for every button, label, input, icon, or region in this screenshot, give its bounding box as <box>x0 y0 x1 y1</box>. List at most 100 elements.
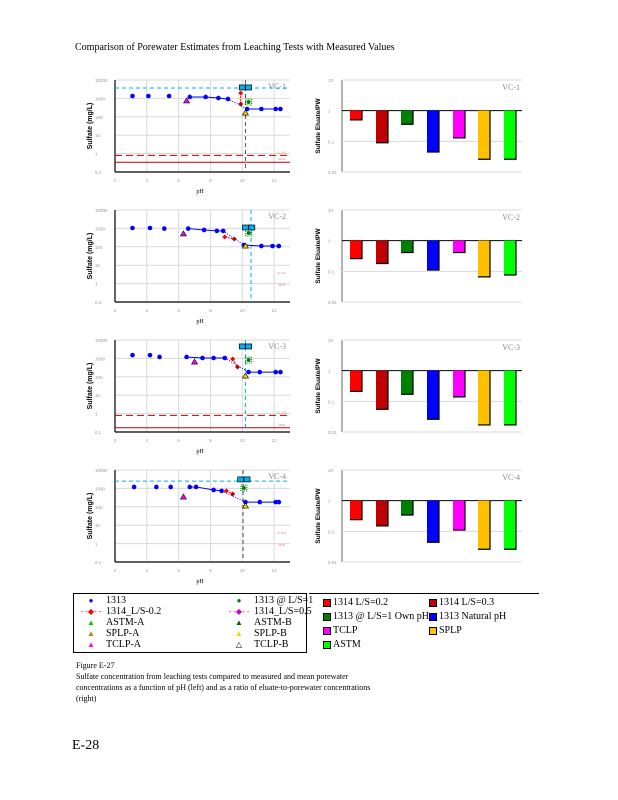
y-tick-label: 100 <box>95 115 103 120</box>
legend-label: TCLP <box>333 625 358 636</box>
data-point-1313-ls1 <box>246 357 251 362</box>
mdl-label: MDL <box>278 157 286 161</box>
y-tick-label: 0.01 <box>328 300 337 305</box>
legend-item: ● 1313 @ L/S=1 <box>224 596 314 606</box>
x-tick-label: 12 <box>272 438 278 443</box>
data-point-1313 <box>257 369 263 375</box>
legend-item: 1313 Natural pH <box>429 612 506 622</box>
y-tick-label: 0.1 <box>328 399 335 404</box>
data-point-1313 <box>187 94 193 100</box>
bar-shadow <box>453 370 466 398</box>
data-point-1313 <box>201 227 207 233</box>
y-tick-label: 10000 <box>95 468 108 473</box>
y-tick-label: 10 <box>95 133 101 138</box>
legend-label: SPLP <box>439 625 462 636</box>
x-tick-label: 4 <box>146 568 149 573</box>
page-number: E-28 <box>72 738 100 753</box>
bar-1313-natural-ph <box>427 240 439 271</box>
bar-shadow <box>427 500 440 543</box>
x-tick-label: 8 <box>209 438 212 443</box>
series-line-1313 <box>189 486 222 492</box>
data-point-1313 <box>130 352 135 358</box>
series-line-1313 <box>227 98 248 110</box>
y-tick-label: 10 <box>328 338 334 343</box>
y-axis-label: Sulfate Eluate/PW <box>315 488 322 544</box>
legend-swatch <box>323 640 331 649</box>
bar-splp <box>478 370 490 425</box>
data-point-1314 <box>230 356 236 362</box>
bar-shadow <box>504 370 517 426</box>
bar-shadow <box>504 500 517 550</box>
bar-shadow <box>453 110 466 139</box>
y-tick-label: 0.1 <box>328 139 335 144</box>
data-point-1313 <box>273 106 278 112</box>
data-point-1313 <box>203 94 208 100</box>
x-axis-label: pH <box>196 319 204 325</box>
bar-tclp <box>453 370 465 397</box>
bar-shadow <box>350 500 363 521</box>
series-line-1313 <box>186 356 225 359</box>
caption-text: Sulfate concentration from leaching test… <box>76 672 371 703</box>
legend-marker-icon: ● <box>88 596 94 605</box>
x-tick-label: 6 <box>177 438 180 443</box>
y-tick-label: 1 <box>95 152 98 157</box>
loq-label: LLOQ <box>277 410 287 414</box>
x-tick-label: 2 <box>114 438 117 443</box>
bar-1314-l-s-0-3 <box>376 240 388 264</box>
x-axis-label: pH <box>196 449 204 455</box>
y-tick-label: 0.1 <box>95 560 102 565</box>
legend-swatch <box>323 626 331 635</box>
legend-label: 1314_L/S=0.5 <box>254 606 312 617</box>
data-point-1313-ls1 <box>241 486 246 491</box>
figure-caption: Figure E-27 Sulfate concentration from l… <box>76 660 376 704</box>
series-line-1313 <box>188 228 224 232</box>
y-tick-label: 1 <box>328 369 331 374</box>
bar-1313-l-s-1-own-ph <box>401 110 413 125</box>
legend-label: TCLP-B <box>254 639 289 650</box>
y-axis-label: Sulfate (mg/L) <box>87 103 94 150</box>
data-point-1313 <box>244 106 250 112</box>
bar-shadow <box>401 110 414 125</box>
data-point-1313 <box>193 484 199 490</box>
bar-1314-l-s-0-2 <box>350 370 362 392</box>
legend-item: 1314 L/S=0.3 <box>429 598 494 608</box>
data-point-1313 <box>222 355 228 361</box>
bar-1313-natural-ph <box>427 500 439 543</box>
legend-left: ● 1313 ● 1313 @ L/S=1- -◆- -1314_L/S-0.2- -… <box>73 593 313 653</box>
y-tick-label: 1000 <box>95 226 106 231</box>
x-tick-label: 12 <box>272 308 278 313</box>
data-point-1314 <box>222 234 228 240</box>
data-point-1313 <box>211 487 216 493</box>
data-point-1313 <box>216 95 221 101</box>
data-point-1314 <box>235 364 240 370</box>
y-axis-label: Sulfate (mg/L) <box>87 363 94 410</box>
loq-label: LLOQ <box>277 531 287 535</box>
legend-item: - -◆- - 1314_L/S=0.5 <box>224 607 312 617</box>
legend-label: ASTM-A <box>106 617 145 628</box>
data-point-1313 <box>278 369 283 375</box>
data-point-1314 <box>238 90 244 96</box>
panel-label: VC-3 <box>268 342 286 351</box>
bar-1314-l-s-0-3 <box>376 110 388 143</box>
page-title: Comparison of Porewater Estimates from L… <box>75 42 395 53</box>
legend-marker-icon: - -◆- - <box>228 607 250 616</box>
bar-tclp <box>453 110 465 138</box>
x-tick-label: 10 <box>240 308 246 313</box>
x-tick-label: 2 <box>114 308 117 313</box>
bar-shadow <box>504 110 517 160</box>
data-point-1313 <box>259 243 264 249</box>
mdl-label: MDL <box>278 543 286 547</box>
bar-splp <box>478 240 490 277</box>
bar-shadow <box>453 240 466 254</box>
y-tick-label: 100 <box>95 375 103 380</box>
data-point-1314 <box>223 488 229 494</box>
y-tick-label: 1 <box>328 239 331 244</box>
y-tick-label: 1000 <box>95 486 106 491</box>
bar-1313-natural-ph <box>427 110 439 152</box>
legend-item: △ TCLP-B <box>224 639 289 650</box>
bar-shadow <box>350 370 363 393</box>
data-point-splp-b <box>241 242 249 249</box>
legend-item: ▲ ASTM-B <box>224 618 292 628</box>
y-tick-label: 10 <box>95 393 101 398</box>
